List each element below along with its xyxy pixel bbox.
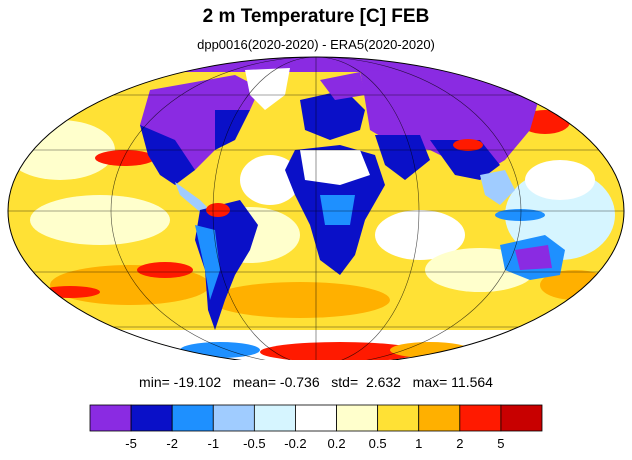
max-label: max=	[412, 374, 448, 390]
colorbar-tick-label: 2	[456, 436, 463, 451]
anomaly-patch	[260, 342, 420, 360]
anomaly-patch	[30, 195, 170, 245]
north-america-south	[140, 125, 195, 185]
plot-subtitle: dpp0016(2020-2020) - ERA5(2020-2020)	[197, 37, 435, 52]
greenland	[245, 68, 290, 110]
std-value: 2.632	[365, 374, 401, 390]
temperature-map	[7, 56, 625, 360]
colorbar-tick-label: -1	[207, 436, 219, 451]
colorbar-swatch	[130, 404, 173, 432]
colorbar-swatch	[212, 404, 255, 432]
north-america-east	[215, 110, 250, 150]
statistics-line: min= -19.102 mean= -0.736 std= 2.632 max…	[0, 374, 632, 390]
colorbar-tick-label: -2	[166, 436, 178, 451]
colorbar-swatch	[459, 404, 502, 432]
mean-label: mean=	[232, 374, 277, 390]
anomaly-patch	[210, 282, 390, 318]
colorbar-swatch	[418, 404, 461, 432]
anomaly-patch	[137, 262, 193, 278]
colorbar-swatch	[171, 404, 214, 432]
colorbar-tick-label: -0.2	[284, 436, 306, 451]
colorbar-swatch	[253, 404, 296, 432]
indonesia	[495, 209, 545, 221]
std-label: std=	[331, 374, 359, 390]
colorbar-tick-label: -0.5	[243, 436, 265, 451]
australia-interior	[515, 245, 552, 270]
europe-north	[320, 72, 365, 100]
southeast-asia	[480, 170, 515, 205]
anomaly-patch	[240, 155, 300, 205]
south-america-west	[195, 225, 220, 300]
anomaly-patch	[95, 150, 155, 166]
globe-outline	[7, 56, 625, 360]
anomaly-patch	[525, 160, 595, 200]
colorbar-swatch	[500, 404, 543, 432]
colorbar-tick-label: 1	[415, 436, 422, 451]
colorbar-swatch	[89, 404, 132, 432]
colorbar-tick-label: 5	[497, 436, 504, 451]
plot-title: 2 m Temperature [C] FEB	[202, 6, 430, 27]
amazon-warm-anomaly	[206, 203, 230, 217]
central-africa	[320, 195, 355, 225]
colorbar-swatch	[377, 404, 420, 432]
sahara	[300, 150, 370, 185]
colorbar-swatch	[295, 404, 337, 432]
central-america	[175, 182, 210, 212]
mean-value: -0.736	[279, 374, 320, 390]
colorbar-tick-label: 0.5	[369, 436, 387, 451]
asia	[360, 70, 540, 175]
colorbar-tick-label: 0.2	[328, 436, 346, 451]
himalaya-warm-anomaly	[453, 139, 483, 151]
anomaly-patch	[505, 170, 615, 260]
middle-east	[375, 135, 430, 180]
colorbar-swatch	[336, 404, 379, 432]
min-label: min=	[139, 374, 170, 390]
anomaly-patch	[390, 342, 470, 358]
colorbar-tick-label: -5	[125, 436, 137, 451]
min-value: -19.102	[173, 374, 222, 390]
anomaly-patch	[375, 210, 465, 260]
max-value: 11.564	[451, 374, 493, 390]
anomaly-patch	[180, 342, 260, 358]
